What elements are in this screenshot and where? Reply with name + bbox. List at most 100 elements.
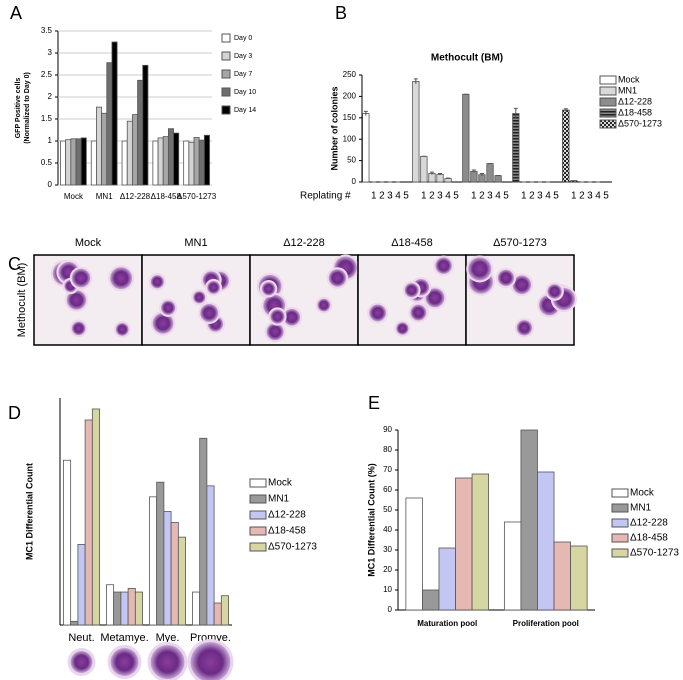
legend-label: Mock bbox=[630, 488, 655, 499]
x-tick-label: 2 bbox=[529, 191, 535, 202]
panel-letter: A bbox=[10, 3, 22, 23]
x-tick-label: Maturation pool bbox=[417, 619, 477, 628]
bar bbox=[553, 541, 571, 611]
y-tick-label: 30 bbox=[383, 545, 392, 554]
cell-nucleus bbox=[410, 304, 427, 321]
chart-title: Methocult (BM) bbox=[431, 53, 503, 64]
bar bbox=[486, 163, 494, 183]
legend-swatch bbox=[611, 533, 629, 543]
bar bbox=[220, 595, 229, 626]
y-tick-label: 2 bbox=[48, 92, 53, 101]
x-tick-label: Proliferation pool bbox=[513, 619, 579, 628]
micrograph-label: MN1 bbox=[184, 237, 207, 249]
y-tick-label: 70 bbox=[383, 465, 392, 474]
x-tick-label: 3 bbox=[537, 191, 543, 202]
y-tick-label: 80 bbox=[383, 445, 392, 454]
legend-swatch bbox=[221, 51, 231, 61]
legend-swatch bbox=[599, 119, 617, 129]
side-label: Methocult (BM) bbox=[16, 263, 28, 338]
x-tick-label: 5 bbox=[503, 191, 509, 202]
x-tick-label: Δ18-458 bbox=[151, 192, 182, 201]
y-tick-label: 40 bbox=[383, 525, 392, 534]
bar bbox=[462, 93, 470, 183]
legend-swatch bbox=[221, 105, 231, 115]
panel-letter: D bbox=[8, 403, 21, 423]
bar bbox=[84, 419, 93, 626]
cell-nucleus bbox=[193, 291, 206, 304]
x-tick-label: Δ570-1273 bbox=[177, 192, 217, 201]
x-tick-label: 1 bbox=[521, 191, 527, 202]
cell-image-nucleus bbox=[70, 651, 93, 673]
micrograph-label: Mock bbox=[75, 237, 102, 249]
legend-label: Δ570-1273 bbox=[268, 542, 317, 553]
bar bbox=[132, 114, 138, 186]
bar bbox=[101, 112, 108, 186]
bar bbox=[471, 473, 490, 611]
x-tick-label: 2 bbox=[429, 191, 435, 202]
x-tick-label: MN1 bbox=[96, 192, 113, 201]
legend-label: Day 10 bbox=[234, 89, 256, 96]
bar bbox=[193, 137, 200, 186]
x-tick-label: 5 bbox=[603, 191, 609, 202]
bar bbox=[111, 41, 118, 186]
bar bbox=[167, 128, 174, 186]
y-tick-label: 3 bbox=[48, 48, 53, 57]
bar bbox=[142, 64, 149, 186]
x-tick-label: Metamye. bbox=[100, 632, 148, 644]
x-tick-label: 1 bbox=[571, 191, 577, 202]
cell-nucleus bbox=[261, 282, 276, 296]
y-tick-label: 1.5 bbox=[41, 114, 53, 123]
bar bbox=[192, 591, 201, 626]
legend-swatch bbox=[611, 518, 629, 528]
bar bbox=[562, 109, 570, 183]
bar bbox=[438, 547, 456, 611]
legend-label: Δ18-458 bbox=[630, 533, 668, 544]
y-tick-label: 100 bbox=[343, 134, 357, 143]
cell-image-nucleus bbox=[150, 645, 185, 679]
legend-swatch bbox=[221, 33, 231, 43]
cell-nucleus bbox=[115, 322, 129, 336]
legend-label: Day 3 bbox=[234, 53, 252, 60]
bar bbox=[156, 481, 165, 626]
bar bbox=[126, 120, 133, 186]
x-tick-label: 4 bbox=[545, 191, 551, 202]
bar bbox=[106, 584, 115, 626]
cell-nucleus bbox=[328, 269, 347, 287]
bar bbox=[80, 137, 87, 186]
y-tick-label: 150 bbox=[343, 113, 357, 122]
cell-nucleus bbox=[110, 267, 133, 290]
y-tick-label: 0 bbox=[388, 605, 393, 614]
x-tick-label: 4 bbox=[495, 191, 501, 202]
cell-nucleus bbox=[66, 290, 87, 310]
error-bar bbox=[413, 78, 418, 84]
y-tick-label: 50 bbox=[347, 156, 356, 165]
legend-label: Mock bbox=[268, 478, 293, 489]
x-tick-label: 2 bbox=[379, 191, 385, 202]
bar bbox=[75, 138, 82, 186]
error-bar bbox=[471, 169, 476, 173]
x-tick-label: 2 bbox=[579, 191, 585, 202]
x-tick-label: 4 bbox=[595, 191, 601, 202]
x-tick-label: 5 bbox=[403, 191, 409, 202]
bar bbox=[412, 81, 420, 183]
cell-nucleus bbox=[396, 322, 409, 335]
x-tick-label: 1 bbox=[471, 191, 477, 202]
x-tick-label: Mye. bbox=[156, 632, 180, 644]
cell-nucleus bbox=[152, 312, 174, 334]
x-tick-label: 4 bbox=[395, 191, 401, 202]
x-axis-label: Replating # bbox=[300, 191, 351, 202]
legend-label: MN1 bbox=[268, 494, 290, 505]
legend-label: Δ18-458 bbox=[618, 107, 652, 117]
bar bbox=[537, 471, 555, 611]
legend-swatch bbox=[221, 87, 231, 97]
legend-swatch bbox=[599, 97, 617, 107]
y-axis-label: GFP Positive cells bbox=[15, 78, 22, 139]
error-bar bbox=[479, 172, 484, 177]
bar bbox=[570, 545, 588, 611]
cell-nucleus bbox=[161, 300, 176, 315]
y-tick-label: 10 bbox=[383, 585, 392, 594]
error-bar bbox=[363, 110, 368, 116]
bar bbox=[96, 106, 103, 186]
legend-label: Mock bbox=[618, 74, 640, 84]
bar bbox=[512, 113, 520, 183]
